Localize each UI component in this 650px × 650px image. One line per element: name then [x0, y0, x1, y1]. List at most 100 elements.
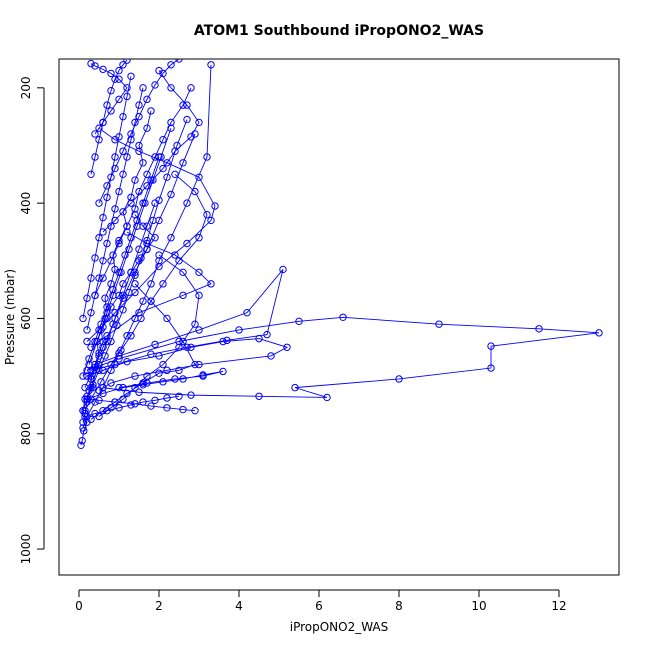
data-point — [127, 268, 135, 277]
data-point — [95, 396, 103, 405]
data-point — [179, 405, 187, 414]
data-point — [171, 251, 179, 259]
data-point — [155, 262, 163, 271]
data-point — [157, 153, 165, 161]
data-point — [195, 173, 203, 181]
data-point — [339, 313, 347, 321]
data-point — [147, 107, 155, 115]
series-profile — [95, 59, 183, 207]
data-point — [115, 268, 123, 277]
data-point — [131, 314, 139, 323]
data-point — [103, 337, 111, 346]
data-point — [103, 101, 111, 109]
data-point — [123, 59, 131, 64]
series-profile — [85, 124, 175, 369]
data-point — [263, 330, 271, 339]
data-point — [295, 317, 303, 326]
data-point — [87, 274, 95, 282]
data-point — [133, 216, 141, 225]
x-tick-label: 0 — [75, 599, 83, 613]
data-point — [99, 118, 107, 127]
data-point — [107, 337, 115, 346]
data-point — [103, 182, 111, 190]
data-point — [111, 164, 119, 173]
data-point — [267, 352, 275, 360]
chart-title: ATOM1 Southbound iPropONO2_WAS — [194, 23, 484, 39]
y-tick-label: 600 — [19, 307, 33, 330]
data-point — [143, 182, 151, 190]
data-point — [133, 222, 141, 230]
series-profile — [99, 66, 203, 236]
data-point — [175, 366, 183, 375]
data-point — [111, 308, 119, 317]
data-point — [99, 228, 107, 236]
data-point — [83, 326, 91, 334]
data-point — [595, 329, 603, 337]
data-point — [99, 213, 107, 222]
data-point — [99, 383, 107, 392]
data-point — [155, 153, 163, 161]
data-point — [115, 355, 123, 363]
data-point — [143, 170, 151, 179]
series-line — [82, 202, 156, 411]
data-point — [127, 234, 135, 242]
data-point — [183, 115, 191, 124]
data-point — [80, 427, 88, 435]
data-point — [87, 415, 95, 424]
data-point — [123, 92, 131, 101]
data-point — [85, 355, 93, 363]
x-tick-label: 6 — [315, 599, 323, 613]
data-point — [159, 69, 167, 78]
x-tick-label: 4 — [235, 599, 243, 613]
data-point — [95, 199, 103, 207]
data-point — [135, 141, 143, 150]
data-point — [87, 383, 95, 392]
data-point — [487, 342, 495, 350]
data-point — [435, 320, 443, 328]
data-point — [101, 294, 109, 302]
data-point — [191, 360, 199, 369]
data-point — [187, 391, 195, 399]
data-point — [127, 130, 135, 138]
data-point — [97, 320, 105, 328]
data-point — [279, 265, 287, 274]
series-line — [98, 59, 180, 204]
data-point — [115, 95, 123, 104]
data-point — [103, 193, 111, 202]
data-point — [107, 222, 115, 230]
data-point — [535, 325, 543, 333]
series-profile — [79, 199, 159, 415]
data-point — [143, 372, 151, 380]
data-point — [131, 205, 139, 213]
data-point — [119, 112, 127, 121]
data-point — [395, 375, 403, 383]
series-profile — [79, 153, 163, 380]
data-point — [115, 383, 123, 392]
data-point — [195, 360, 203, 369]
data-point — [99, 274, 107, 282]
data-point — [207, 216, 215, 225]
x-tick-label: 2 — [155, 599, 163, 613]
data-point — [163, 159, 171, 167]
data-point — [115, 133, 123, 141]
data-point — [135, 245, 143, 253]
data-point — [91, 398, 99, 406]
y-axis: 200 400 600 800 1000 — [19, 76, 45, 564]
data-point — [167, 190, 175, 199]
data-point — [149, 176, 157, 184]
data-point — [163, 173, 171, 181]
data-point — [141, 199, 149, 207]
x-tick-label: 8 — [395, 599, 403, 613]
data-point — [155, 369, 163, 377]
data-point — [127, 401, 135, 409]
data-point — [183, 199, 191, 207]
data-point — [487, 364, 495, 372]
data-point — [123, 228, 131, 236]
data-point — [107, 87, 115, 95]
data-point — [143, 124, 151, 132]
data-point — [219, 367, 227, 376]
data-point — [195, 326, 203, 334]
data-point — [167, 61, 175, 69]
data-point — [99, 257, 107, 265]
series-profile — [83, 124, 219, 346]
